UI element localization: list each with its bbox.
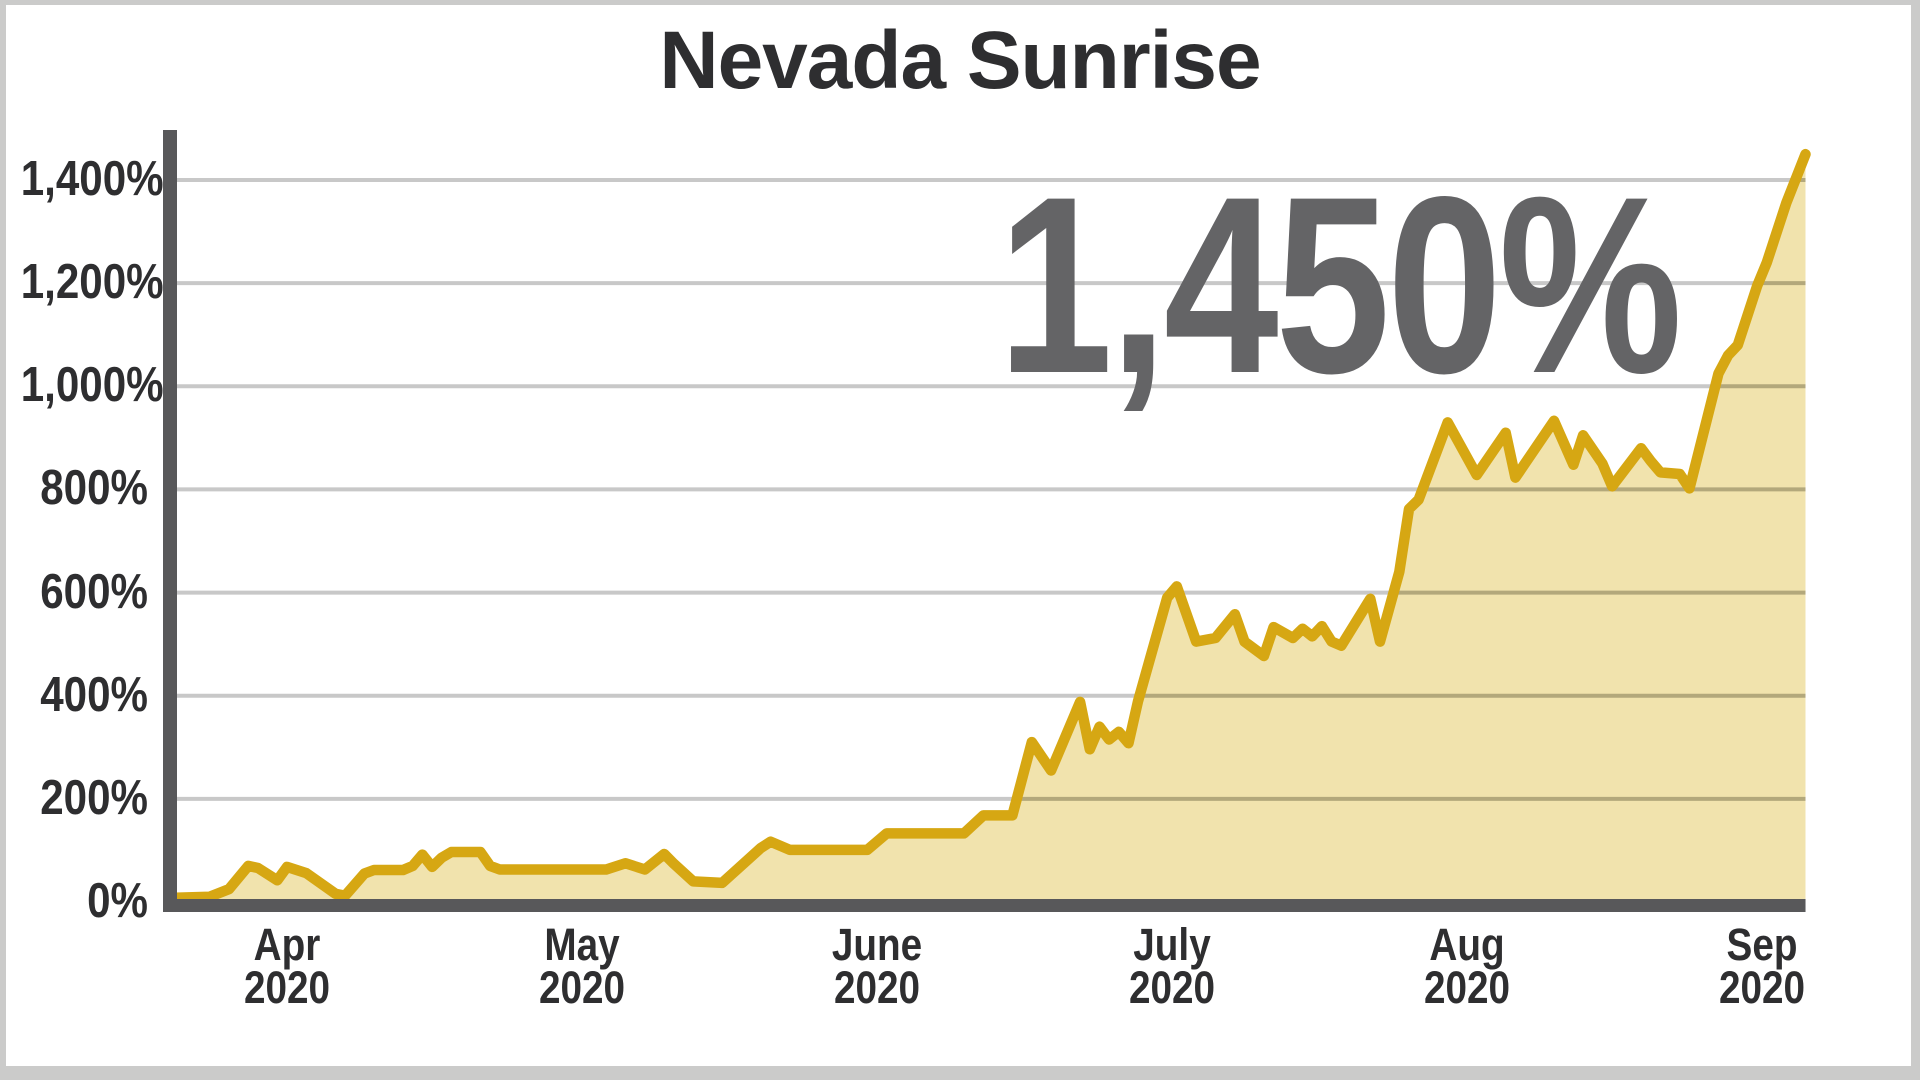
peak-annotation: 1,450% bbox=[998, 145, 1682, 426]
y-axis-bar bbox=[163, 130, 177, 912]
price-line bbox=[165, 148, 1811, 904]
chart-title: Nevada Sunrise bbox=[659, 15, 1261, 106]
x-axis-bar bbox=[163, 899, 1806, 912]
gridlines bbox=[177, 178, 1806, 801]
area-fill bbox=[170, 154, 1806, 907]
